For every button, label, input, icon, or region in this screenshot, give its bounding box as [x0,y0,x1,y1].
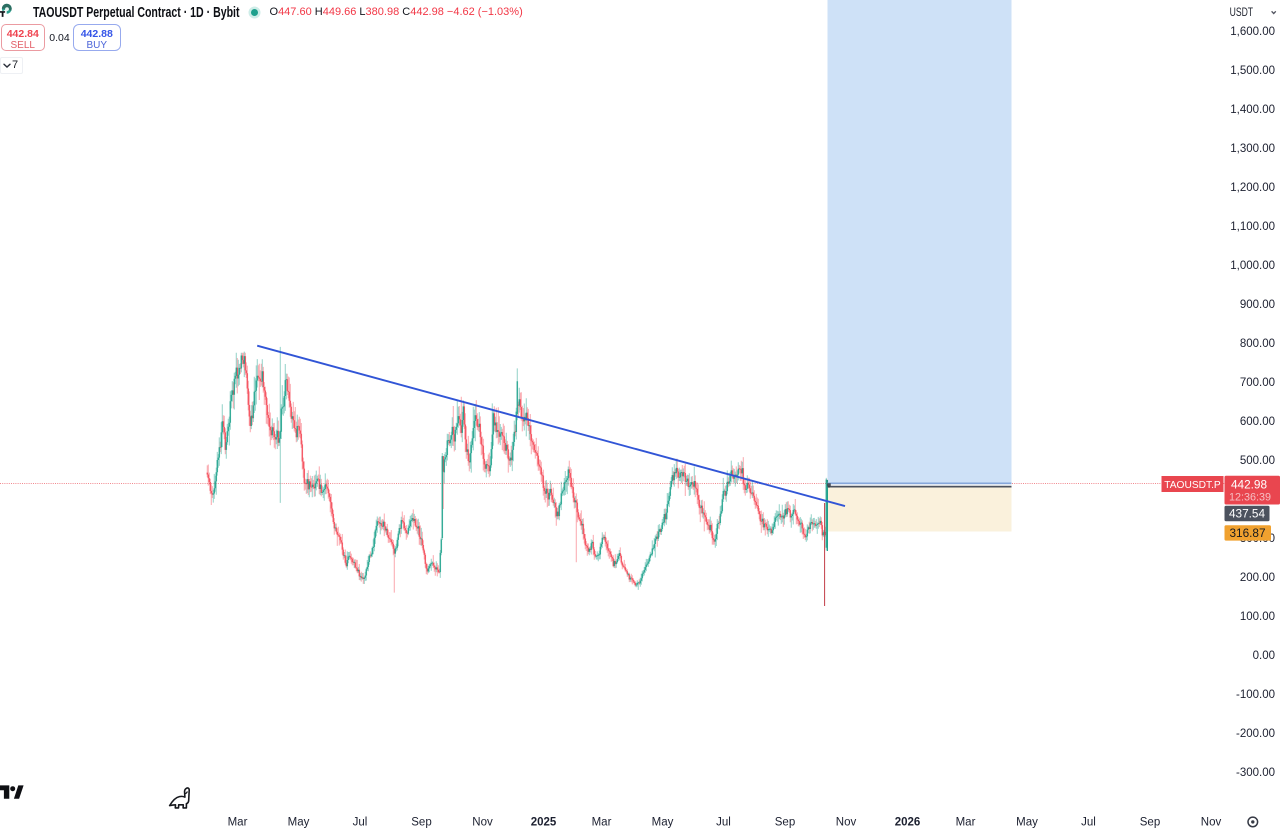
svg-text:600.00: 600.00 [1240,416,1275,428]
svg-text:-100.00: -100.00 [1236,689,1275,701]
svg-text:900.00: 900.00 [1240,299,1275,311]
svg-text:Sep: Sep [411,817,431,829]
svg-text:700.00: 700.00 [1240,377,1275,389]
svg-text:May: May [1016,817,1038,829]
svg-text:442.98: 442.98 [1231,477,1268,491]
svg-text:TAOUSDT.P: TAOUSDT.P [1164,480,1221,491]
svg-text:Jul: Jul [353,817,368,829]
svg-text:Mar: Mar [956,817,976,829]
svg-text:800.00: 800.00 [1240,338,1275,350]
svg-text:100.00: 100.00 [1240,611,1275,623]
svg-text:12:36:39: 12:36:39 [1229,492,1271,504]
svg-text:1,500.00: 1,500.00 [1230,65,1275,77]
svg-text:TAOUSDT Perpetual Contract · 1: TAOUSDT Perpetual Contract · 1D · Bybit [33,4,240,20]
svg-text:1,000.00: 1,000.00 [1230,260,1275,272]
svg-text:Nov: Nov [472,817,493,829]
svg-text:2026: 2026 [895,817,921,829]
svg-text:1,400.00: 1,400.00 [1230,104,1275,116]
svg-text:Sep: Sep [775,817,795,829]
svg-text:1,200.00: 1,200.00 [1230,182,1275,194]
svg-text:1,600.00: 1,600.00 [1230,26,1275,38]
svg-text:Sep: Sep [1140,817,1160,829]
svg-text:Nov: Nov [1201,817,1222,829]
svg-text:1,100.00: 1,100.00 [1230,221,1275,233]
svg-text:2025: 2025 [531,817,557,829]
svg-text:200.00: 200.00 [1240,572,1275,584]
svg-text:0.00: 0.00 [1253,650,1275,662]
svg-text:USDT: USDT [1230,7,1253,19]
svg-text:316.87: 316.87 [1229,526,1265,540]
svg-text:May: May [652,817,674,829]
svg-text:1,300.00: 1,300.00 [1230,143,1275,155]
svg-text:Mar: Mar [228,817,248,829]
svg-text:500.00: 500.00 [1240,455,1275,467]
svg-text:-300.00: -300.00 [1236,767,1275,779]
svg-text:Mar: Mar [592,817,612,829]
svg-text:Jul: Jul [716,817,731,829]
svg-text:-200.00: -200.00 [1236,728,1275,740]
svg-text:Jul: Jul [1081,817,1096,829]
svg-text:437.54: 437.54 [1229,506,1266,520]
svg-text:May: May [288,817,310,829]
svg-text:Nov: Nov [836,817,857,829]
